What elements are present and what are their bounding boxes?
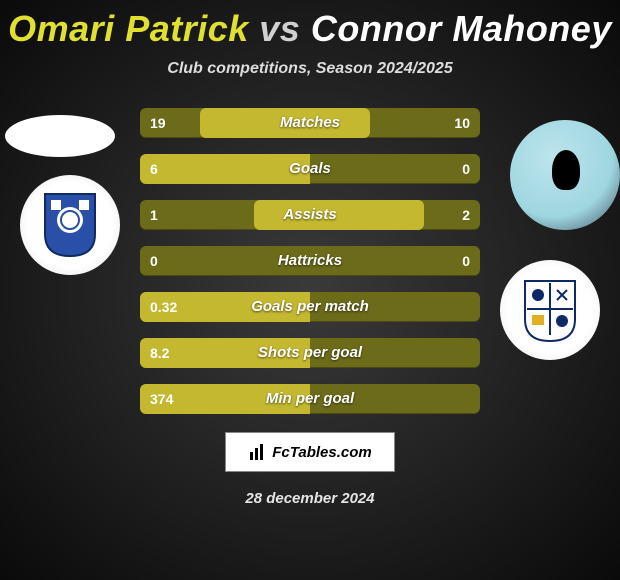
stat-row: Min per goal374 bbox=[0, 384, 620, 414]
stat-value-left: 8.2 bbox=[150, 338, 169, 368]
title-player1: Omari Patrick bbox=[8, 8, 249, 49]
stat-label: Goals per match bbox=[140, 292, 480, 322]
stat-value-right: 0 bbox=[140, 154, 470, 184]
stat-value-right: 0 bbox=[140, 246, 470, 276]
title-player2: Connor Mahoney bbox=[311, 8, 612, 49]
stat-value-right: 10 bbox=[140, 108, 470, 138]
stat-row: Shots per goal8.2 bbox=[0, 338, 620, 368]
subtitle: Club competitions, Season 2024/2025 bbox=[0, 60, 620, 78]
comparison-date: 28 december 2024 bbox=[0, 490, 620, 507]
stat-value-left: 374 bbox=[150, 384, 173, 414]
stat-row: Hattricks00 bbox=[0, 246, 620, 276]
stat-label: Min per goal bbox=[140, 384, 480, 414]
stat-value-right: 2 bbox=[140, 200, 470, 230]
branding-text: FcTables.com bbox=[272, 444, 371, 461]
stat-row: Matches1910 bbox=[0, 108, 620, 138]
stat-row: Assists12 bbox=[0, 200, 620, 230]
page-title: Omari Patrick vs Connor Mahoney bbox=[0, 0, 620, 50]
stat-row: Goals60 bbox=[0, 154, 620, 184]
stat-row: Goals per match0.32 bbox=[0, 292, 620, 322]
chart-icon bbox=[248, 442, 268, 462]
stat-label: Shots per goal bbox=[140, 338, 480, 368]
stat-value-left: 0.32 bbox=[150, 292, 177, 322]
branding-logo: FcTables.com bbox=[225, 432, 395, 472]
title-vs: vs bbox=[259, 8, 300, 49]
stats-bars: Matches1910 Goals60 Assists12 Hattricks00 Go… bbox=[0, 108, 620, 414]
